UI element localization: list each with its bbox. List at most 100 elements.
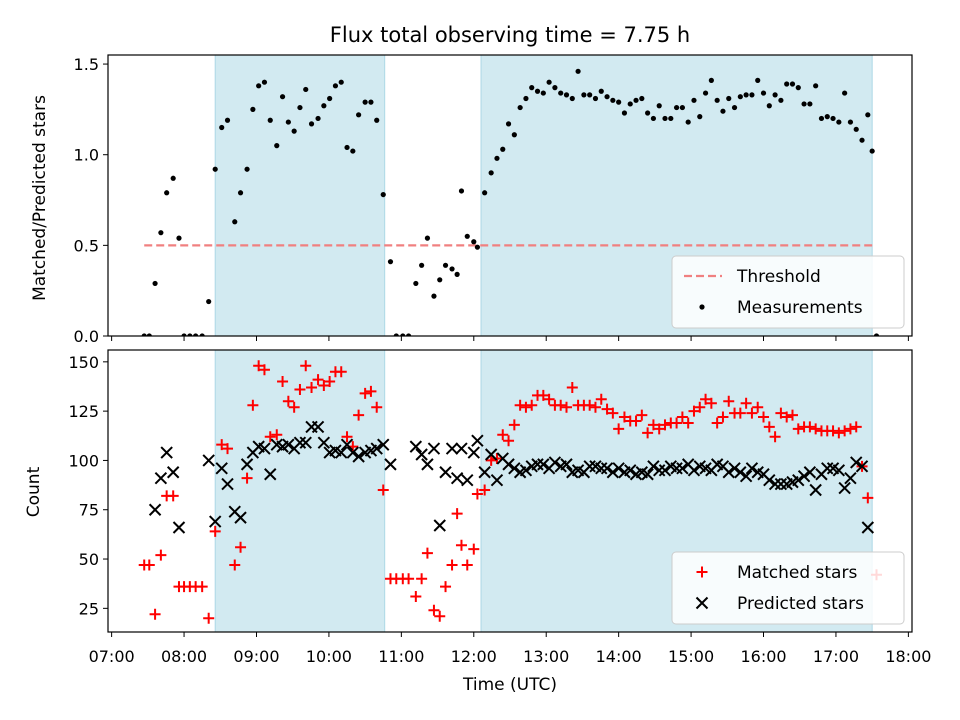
measurement-point [818, 115, 825, 122]
matched-star-point [786, 409, 798, 421]
measurement-point [766, 103, 772, 109]
measurement-point [449, 266, 455, 272]
matched-star-point [300, 360, 312, 372]
matched-star-point [717, 411, 729, 423]
measurement-point [598, 88, 604, 94]
measurement-point [400, 333, 406, 336]
matched-star-point [294, 383, 306, 395]
measurement-point [668, 115, 674, 122]
measurement-point [152, 280, 158, 287]
measurement-point [344, 144, 350, 151]
matched-star-point [365, 385, 377, 397]
observing-window-1 [214, 55, 386, 336]
matched-star-point [618, 411, 630, 423]
measurement-point [575, 68, 581, 74]
predicted-star-point [641, 468, 654, 481]
matched-star-point [700, 393, 712, 405]
matched-star-point [209, 525, 221, 537]
measurement-point [362, 99, 368, 105]
measurement-point [374, 117, 380, 123]
x-tick-label: 18:00 [885, 647, 931, 666]
predicted-star-point [478, 466, 491, 479]
matched-star-point [781, 411, 793, 423]
y-tick-label: 50 [79, 550, 99, 569]
predicted-star-point [208, 515, 222, 528]
predicted-star-point [548, 456, 562, 469]
measurement-point [206, 298, 212, 305]
measurement-point [212, 166, 218, 172]
measurement-point [529, 85, 535, 91]
predicted-star-point [745, 462, 759, 475]
axes-frame [107, 54, 913, 337]
predicted-star-point [519, 464, 533, 477]
predicted-star-point [502, 458, 515, 471]
predicted-star-point [728, 462, 741, 475]
y-tick-label: 100 [68, 451, 99, 470]
matched-star-point [810, 423, 822, 435]
matched-star-point [589, 401, 601, 413]
predicted-star-point [531, 458, 544, 471]
matched-star-point [694, 401, 706, 413]
matched-star-point [203, 612, 215, 624]
y-tick-label: 0.0 [74, 327, 99, 346]
measurement-point [604, 94, 610, 100]
measurement-point [297, 104, 303, 111]
matched-star-point [636, 409, 648, 421]
x-tick-label: 11:00 [378, 647, 424, 666]
x-tick-label: 15:00 [668, 647, 714, 666]
matched-star-point [288, 401, 300, 413]
measurement-point [639, 95, 645, 102]
measurement-point [437, 277, 443, 283]
predicted-star-point [172, 521, 186, 534]
y-tick-label: 1.5 [74, 55, 99, 74]
legend-label: Matched stars [737, 563, 857, 583]
measurement-point [500, 146, 506, 152]
legend-label: Measurements [737, 298, 863, 318]
matched-star-point [850, 421, 862, 433]
matched-star-point [503, 435, 515, 447]
y-tick-label: 0.5 [74, 236, 99, 255]
matched-star-point [769, 431, 781, 443]
predicted-star-point [508, 462, 521, 475]
top-y-axis-label: Matched/Predicted stars [30, 95, 50, 301]
matched-star-point [844, 423, 856, 435]
matched-star-point [839, 425, 851, 437]
measurement-point [673, 104, 680, 111]
predicted-star-point [832, 464, 846, 477]
x-tick-label: 10:00 [306, 647, 352, 666]
measurement-point [511, 132, 517, 138]
predicted-star-point [600, 462, 614, 475]
predicted-star-point [352, 450, 365, 463]
measurement-point [731, 104, 738, 111]
predicted-star-point [537, 458, 550, 471]
measurement-point [250, 106, 256, 112]
measurement-point [193, 333, 199, 336]
measurement-point [842, 90, 848, 96]
predicted-star-point [148, 503, 162, 516]
measurement-point [256, 83, 262, 89]
predicted-star-point [293, 436, 307, 449]
predicted-star-point [450, 471, 464, 485]
matched-star-point [740, 397, 752, 409]
matched-star-point [514, 399, 526, 411]
predicted-star-point [490, 473, 504, 487]
x-tick-label: 16:00 [740, 647, 786, 666]
legend-label: Threshold [736, 267, 821, 287]
predicted-star-point [439, 466, 452, 479]
measurement-point [232, 219, 238, 225]
matched-star-point [264, 431, 276, 443]
measurement-point [830, 115, 836, 122]
measurement-point [865, 112, 871, 118]
predicted-star-point [809, 483, 822, 497]
measurement-point [315, 115, 321, 122]
measurement-point [569, 95, 575, 102]
measurement-point [869, 148, 875, 154]
measurement-point [662, 115, 668, 122]
predicted-star-point [282, 438, 295, 451]
measurement-point [454, 271, 460, 277]
predicted-star-point [861, 521, 875, 534]
matched-star-point [143, 559, 155, 571]
measurement-point [267, 117, 273, 123]
y-tick-label: 25 [79, 599, 99, 618]
